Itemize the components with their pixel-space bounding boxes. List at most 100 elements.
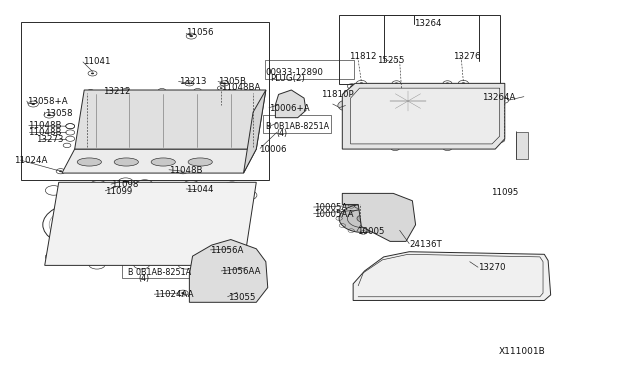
Circle shape bbox=[381, 212, 394, 220]
Circle shape bbox=[360, 82, 364, 84]
Circle shape bbox=[136, 99, 145, 105]
Text: 11810P: 11810P bbox=[321, 90, 354, 99]
Bar bbox=[122, 260, 191, 278]
Circle shape bbox=[181, 170, 184, 172]
Circle shape bbox=[388, 89, 428, 113]
Circle shape bbox=[499, 126, 502, 128]
Text: 00933-12890: 00933-12890 bbox=[266, 68, 324, 77]
Circle shape bbox=[338, 100, 357, 111]
Text: 11024A: 11024A bbox=[14, 155, 47, 165]
Text: 11048B: 11048B bbox=[28, 128, 61, 137]
Text: X111001B: X111001B bbox=[499, 347, 545, 356]
Text: 13058: 13058 bbox=[45, 109, 72, 118]
Circle shape bbox=[223, 250, 236, 257]
Circle shape bbox=[277, 102, 292, 111]
Text: 13273: 13273 bbox=[36, 135, 64, 144]
Bar bbox=[339, 15, 500, 84]
Text: 15255: 15255 bbox=[378, 56, 405, 65]
Text: 11024AA: 11024AA bbox=[154, 291, 194, 299]
Text: 11095: 11095 bbox=[491, 188, 518, 197]
Text: 10006: 10006 bbox=[259, 145, 287, 154]
Text: 10006+A: 10006+A bbox=[269, 104, 310, 113]
Circle shape bbox=[289, 109, 300, 115]
Polygon shape bbox=[351, 88, 500, 144]
Circle shape bbox=[97, 97, 112, 106]
Polygon shape bbox=[189, 240, 268, 302]
Ellipse shape bbox=[114, 158, 138, 166]
Bar bbox=[264, 60, 354, 79]
Text: 13055: 13055 bbox=[228, 293, 255, 302]
Circle shape bbox=[461, 82, 465, 84]
Polygon shape bbox=[45, 182, 256, 265]
Text: 13213: 13213 bbox=[179, 77, 206, 86]
Ellipse shape bbox=[188, 158, 212, 166]
Circle shape bbox=[350, 86, 353, 87]
Circle shape bbox=[346, 106, 349, 108]
Polygon shape bbox=[342, 193, 415, 241]
Circle shape bbox=[209, 99, 218, 105]
Text: 11048BA: 11048BA bbox=[221, 83, 260, 92]
Text: 11056AA: 11056AA bbox=[221, 267, 260, 276]
Text: 10005A: 10005A bbox=[314, 203, 347, 212]
Circle shape bbox=[446, 83, 449, 84]
Circle shape bbox=[248, 267, 252, 269]
Ellipse shape bbox=[77, 158, 101, 166]
Circle shape bbox=[357, 215, 370, 222]
Circle shape bbox=[206, 97, 221, 106]
Circle shape bbox=[442, 103, 478, 123]
Polygon shape bbox=[244, 90, 266, 173]
Text: 13058+A: 13058+A bbox=[27, 97, 67, 106]
Circle shape bbox=[455, 110, 465, 116]
Circle shape bbox=[358, 205, 362, 206]
Polygon shape bbox=[62, 149, 256, 173]
Text: 10005AA: 10005AA bbox=[314, 209, 353, 219]
Circle shape bbox=[124, 90, 127, 92]
Text: 13276: 13276 bbox=[452, 52, 480, 61]
Circle shape bbox=[188, 83, 191, 84]
Circle shape bbox=[196, 90, 199, 92]
Circle shape bbox=[220, 87, 223, 89]
Circle shape bbox=[181, 292, 185, 294]
Polygon shape bbox=[353, 252, 550, 301]
Polygon shape bbox=[75, 90, 266, 149]
Circle shape bbox=[228, 259, 246, 269]
Text: 13212: 13212 bbox=[103, 87, 131, 96]
Polygon shape bbox=[275, 90, 306, 118]
Circle shape bbox=[170, 97, 185, 106]
Text: B 0B1AB-8251A: B 0B1AB-8251A bbox=[127, 267, 191, 276]
Circle shape bbox=[495, 86, 498, 88]
Text: 11041: 11041 bbox=[83, 57, 111, 66]
Circle shape bbox=[394, 147, 397, 149]
Circle shape bbox=[200, 189, 204, 191]
Text: 13264: 13264 bbox=[414, 19, 442, 28]
Circle shape bbox=[223, 83, 226, 84]
Circle shape bbox=[218, 274, 225, 279]
Circle shape bbox=[502, 99, 506, 102]
Circle shape bbox=[234, 248, 237, 250]
Text: PLUG(2): PLUG(2) bbox=[270, 74, 305, 83]
Circle shape bbox=[373, 208, 401, 224]
Text: (4): (4) bbox=[138, 274, 150, 283]
Circle shape bbox=[260, 93, 262, 94]
Text: 11098: 11098 bbox=[111, 180, 138, 189]
Text: 11812: 11812 bbox=[349, 52, 376, 61]
Circle shape bbox=[349, 144, 352, 145]
Text: 13270: 13270 bbox=[478, 263, 506, 272]
Circle shape bbox=[122, 180, 129, 184]
Text: (4): (4) bbox=[276, 129, 288, 138]
Circle shape bbox=[47, 114, 51, 116]
Ellipse shape bbox=[151, 158, 175, 166]
Circle shape bbox=[133, 97, 148, 106]
Text: 11044: 11044 bbox=[186, 185, 214, 194]
Circle shape bbox=[339, 205, 388, 232]
Circle shape bbox=[100, 99, 109, 105]
Circle shape bbox=[395, 83, 398, 84]
Circle shape bbox=[446, 147, 449, 149]
Circle shape bbox=[212, 271, 230, 282]
Circle shape bbox=[499, 139, 502, 141]
Circle shape bbox=[189, 35, 193, 37]
Text: 10005: 10005 bbox=[357, 227, 385, 235]
Text: B 0B1AB-8251A: B 0B1AB-8251A bbox=[266, 122, 329, 131]
Circle shape bbox=[173, 99, 182, 105]
Text: 11056: 11056 bbox=[186, 28, 214, 37]
